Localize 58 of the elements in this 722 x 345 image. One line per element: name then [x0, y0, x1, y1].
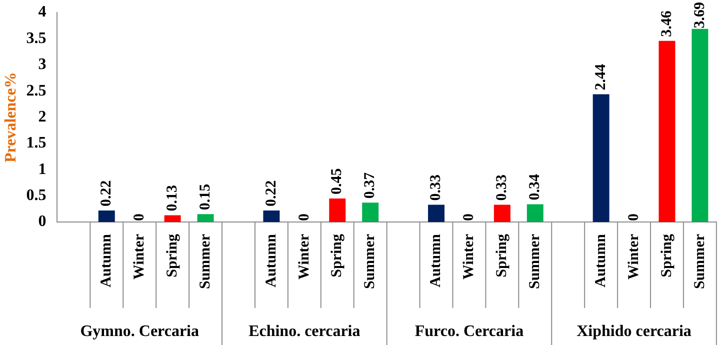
y-tick-label: 4 — [38, 4, 46, 21]
text: Xiphido cercaria — [576, 323, 692, 340]
y-tick-label: 1 — [38, 160, 46, 178]
x-tick-label: Winter — [626, 234, 642, 280]
y-tick-label: 3.5 — [26, 30, 46, 47]
data-label: 0.33 — [428, 174, 444, 201]
bar — [164, 215, 181, 222]
y-tick-label: 2.5 — [26, 82, 46, 100]
bar — [263, 210, 280, 222]
text: Echino. cercaria — [248, 323, 360, 340]
y-tick-label: 2 — [38, 108, 46, 126]
x-tick-label: Autumn — [263, 233, 280, 288]
x-tick-label: Spring — [494, 234, 510, 278]
data-label: 0 — [131, 214, 148, 222]
y-tick-label: 3 — [38, 56, 46, 74]
bar — [329, 198, 346, 222]
bar — [494, 204, 510, 222]
y-tick-label: 0 — [38, 213, 46, 230]
data-label: 2.44 — [592, 64, 609, 90]
data-label: 3.69 — [692, 2, 708, 28]
bar — [197, 214, 214, 222]
bar — [362, 202, 379, 222]
y-axis-title: Prevalence% — [2, 72, 20, 162]
data-label: 0.13 — [164, 184, 180, 212]
x-tick-label: Winter — [461, 234, 478, 280]
x-tick-label: Autumn — [98, 233, 115, 288]
x-tick-label: Summer — [692, 234, 708, 290]
text: Furco. Cercaria — [414, 323, 524, 340]
data-label: 0.22 — [263, 180, 280, 206]
bar — [692, 28, 708, 222]
x-tick-label: Spring — [164, 234, 180, 278]
x-tick-label: Winter — [296, 234, 312, 280]
bar — [526, 204, 544, 222]
data-label: 3.46 — [658, 10, 675, 37]
x-tick-label: Summer — [197, 234, 214, 290]
data-label: 0.45 — [329, 168, 346, 194]
data-label: 0.15 — [197, 184, 214, 210]
text: Gymno. Cercaria — [80, 323, 199, 340]
x-tick-label: Spring — [658, 234, 675, 278]
bar — [98, 210, 115, 222]
bar — [658, 40, 676, 222]
x-tick-label: Autumn — [428, 233, 444, 288]
data-label: 0 — [626, 214, 642, 222]
y-tick-label: 1.5 — [26, 134, 46, 152]
bar — [592, 94, 610, 222]
data-label: 0.34 — [527, 173, 544, 200]
x-tick-label: Summer — [527, 234, 544, 290]
data-label: 0 — [461, 214, 478, 222]
x-tick-label: Spring — [329, 234, 346, 278]
x-tick-label: Summer — [362, 234, 378, 290]
data-label: 0.37 — [362, 172, 378, 199]
x-tick-label: Autumn — [592, 233, 609, 288]
bar — [428, 204, 444, 222]
x-tick-label: Winter — [131, 234, 148, 280]
data-label: 0.22 — [98, 180, 115, 206]
data-label: 0.33 — [494, 174, 510, 201]
y-tick-label: 0.5 — [26, 186, 46, 204]
data-label: 0 — [296, 214, 312, 222]
